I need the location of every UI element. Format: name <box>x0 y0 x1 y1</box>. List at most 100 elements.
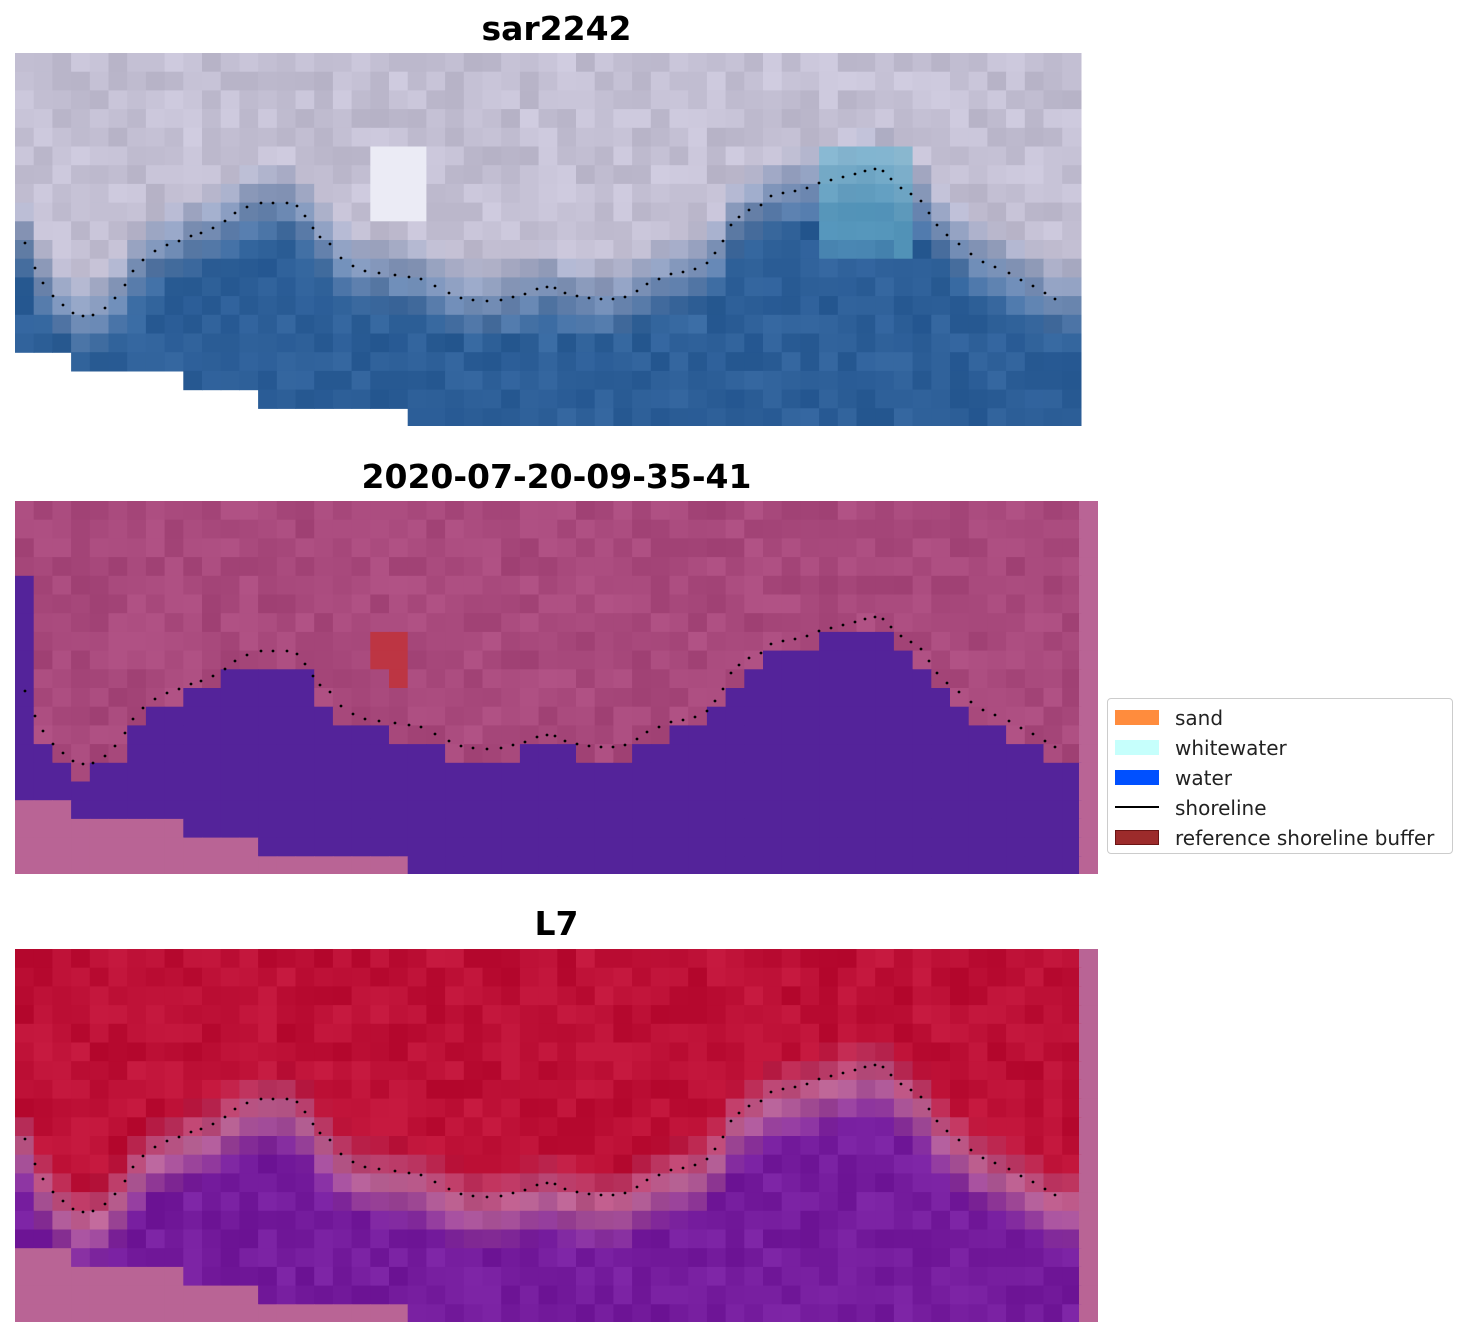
pixel <box>351 1266 371 1287</box>
pixel <box>202 669 222 689</box>
pixel <box>164 146 184 166</box>
shoreline-point <box>841 623 845 627</box>
pixel <box>576 613 596 633</box>
pixel <box>89 109 110 129</box>
pixel <box>538 519 558 539</box>
pixel <box>164 1023 184 1044</box>
pixel <box>893 202 914 222</box>
pixel <box>501 669 521 689</box>
nodata-pixel <box>89 1285 110 1305</box>
shoreline-point <box>51 294 55 298</box>
pixel <box>931 762 951 783</box>
pixel <box>632 109 652 129</box>
pixel <box>856 127 876 148</box>
pixel <box>688 575 708 596</box>
pixel <box>183 296 203 316</box>
pixel <box>538 1042 558 1062</box>
pixel <box>669 127 689 148</box>
pixel <box>594 688 614 708</box>
pixel <box>781 1079 801 1100</box>
pixel <box>501 650 521 670</box>
pixel <box>89 575 110 596</box>
pixel <box>557 146 577 166</box>
pixel <box>33 519 53 539</box>
pixel <box>202 1229 222 1249</box>
shoreline-point <box>33 1162 37 1166</box>
pixel <box>875 501 895 521</box>
pixel <box>781 1285 801 1305</box>
pixel <box>370 519 390 539</box>
pixel <box>968 688 988 708</box>
shoreline-point <box>873 1063 877 1067</box>
pixel <box>239 725 259 745</box>
pixel <box>1024 389 1045 409</box>
pixel <box>1024 575 1045 596</box>
pixel <box>258 762 278 783</box>
pixel <box>519 127 540 148</box>
pixel <box>557 650 577 670</box>
pixel <box>613 1304 633 1322</box>
pixel <box>445 594 465 614</box>
pixel <box>594 1136 614 1156</box>
pixel <box>33 1098 53 1118</box>
pixel <box>594 146 614 166</box>
pixel <box>669 1023 689 1044</box>
pixel <box>632 967 652 987</box>
pixel <box>52 762 72 783</box>
pixel <box>594 109 614 129</box>
pixel <box>220 1173 240 1193</box>
pixel <box>463 1229 484 1249</box>
pixel <box>1062 202 1082 222</box>
pixel <box>594 967 614 987</box>
nodata-pixel <box>108 1285 128 1305</box>
pixel <box>145 800 166 820</box>
pixel <box>706 277 727 297</box>
pixel <box>314 538 334 558</box>
pixel <box>931 1117 951 1137</box>
pixel <box>856 557 876 577</box>
pixel <box>202 71 222 91</box>
pixel <box>669 538 689 558</box>
pixel <box>781 613 801 633</box>
pixel <box>482 183 502 204</box>
pixel <box>856 146 876 166</box>
pixel <box>519 781 540 801</box>
pixel <box>613 1210 633 1231</box>
pixel <box>314 333 334 353</box>
pixel <box>108 165 128 185</box>
pixel <box>501 856 521 874</box>
pixel <box>314 594 334 614</box>
pixel <box>1062 744 1082 764</box>
pixel <box>145 781 166 801</box>
pixel <box>968 240 988 260</box>
pixel <box>688 296 708 316</box>
pixel <box>950 688 970 708</box>
pixel <box>912 762 932 783</box>
shoreline-point <box>563 739 567 743</box>
pixel <box>519 1248 540 1268</box>
pixel <box>632 1285 652 1305</box>
pixel <box>332 538 353 558</box>
pixel <box>632 613 652 633</box>
pixel <box>351 1248 371 1268</box>
pixel <box>875 762 895 783</box>
pixel <box>819 557 839 577</box>
pixel <box>688 1266 708 1287</box>
pixel <box>594 1229 614 1249</box>
pixel <box>725 1285 745 1305</box>
pixel <box>351 1061 371 1081</box>
pixel <box>688 1192 708 1212</box>
pixel <box>613 71 633 91</box>
pixel <box>613 352 633 372</box>
pixel <box>706 352 727 372</box>
pixel <box>370 1117 390 1137</box>
pixel <box>987 613 1007 633</box>
nodata-pixel <box>220 856 240 874</box>
pixel <box>164 706 184 726</box>
pixel <box>837 744 858 764</box>
pixel <box>239 1079 259 1100</box>
pixel <box>389 183 409 204</box>
pixel <box>89 967 110 987</box>
shoreline-point <box>81 762 85 766</box>
pixel <box>239 519 259 539</box>
